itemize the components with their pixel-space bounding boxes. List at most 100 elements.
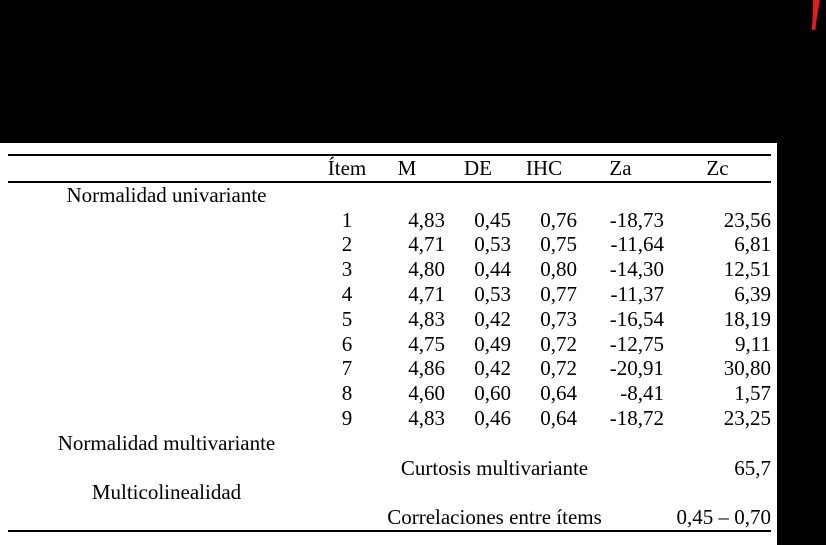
item-row: 1 4,83 0,45 0,76 -18,73 23,56 [8, 208, 771, 233]
m-cell: 4,83 [408, 405, 445, 430]
col-header-zc: Zc [706, 156, 729, 180]
empty-cell [8, 505, 325, 531]
correlations-row: Correlaciones entre ítems 0,45 – 0,70 [8, 505, 771, 531]
za-cell: -14,30 [609, 257, 664, 282]
empty-cell [8, 406, 325, 431]
zc-cell: 18,19 [723, 306, 771, 331]
ihc-cell: 0,64 [540, 405, 577, 430]
empty-cell [8, 232, 325, 257]
item-row: 8 4,60 0,60 0,64 -8,41 1,57 [8, 381, 771, 406]
item-row: 4 4,71 0,53 0,77 -11,37 6,39 [8, 282, 771, 307]
header-row: Ítem M DE IHC Za Zc [8, 155, 771, 182]
item-row: 9 4,83 0,46 0,64 -18,72 23,25 [8, 406, 771, 431]
section-row-multicollinearity: Multicolinealidad [8, 480, 771, 505]
empty-cell [8, 456, 325, 481]
section-label: Normalidad multivariante [57, 430, 276, 455]
col-header-ihc: IHC [525, 156, 563, 180]
item-number-cell: 6 [341, 331, 353, 356]
za-cell: -18,73 [609, 207, 664, 232]
col-header-za: Za [609, 156, 632, 180]
de-cell: 0,49 [474, 331, 511, 356]
section-row-univariate: Normalidad univariante [8, 182, 771, 208]
item-row: 7 4,86 0,42 0,72 -20,91 30,80 [8, 356, 771, 381]
empty-cell [8, 208, 325, 233]
de-cell: 0,44 [474, 257, 511, 282]
empty-cell [325, 480, 771, 505]
paper-sheet: Ítem M DE IHC Za Zc Normalidad univarian… [0, 143, 777, 545]
de-cell: 0,53 [474, 281, 511, 306]
item-row: 6 4,75 0,49 0,72 -12,75 9,11 [8, 332, 771, 357]
zc-cell: 9,11 [735, 331, 771, 356]
ihc-cell: 0,72 [540, 331, 577, 356]
de-cell: 0,42 [474, 356, 511, 381]
za-cell: -11,64 [610, 232, 664, 257]
m-cell: 4,80 [408, 257, 445, 282]
m-cell: 4,86 [408, 356, 445, 381]
m-cell: 4,83 [408, 306, 445, 331]
de-cell: 0,45 [474, 207, 511, 232]
empty-cell [8, 257, 325, 282]
item-number-cell: 2 [341, 232, 353, 257]
zc-cell: 6,81 [734, 232, 771, 257]
section-label: Normalidad univariante [66, 182, 267, 207]
item-number-cell: 5 [341, 306, 353, 331]
kurtosis-row: Curtosis multivariante 65,7 [8, 456, 771, 481]
zc-cell: 23,56 [723, 207, 771, 232]
empty-cell [325, 431, 771, 456]
za-cell: -11,37 [610, 281, 664, 306]
empty-cell [8, 307, 325, 332]
correlations-label: Correlaciones entre ítems [387, 505, 602, 530]
ihc-cell: 0,76 [540, 207, 577, 232]
zc-cell: 12,51 [723, 257, 771, 282]
m-cell: 4,75 [408, 331, 445, 356]
item-number-cell: 4 [341, 281, 353, 306]
de-cell: 0,42 [474, 306, 511, 331]
empty-cell [8, 356, 325, 381]
results-table: Ítem M DE IHC Za Zc Normalidad univarian… [8, 154, 771, 532]
section-label: Multicolinealidad [91, 480, 242, 505]
ihc-cell: 0,72 [540, 356, 577, 381]
za-cell: -16,54 [609, 306, 664, 331]
kurtosis-label: Curtosis multivariante [400, 455, 589, 480]
za-cell: -8,41 [620, 381, 664, 406]
de-cell: 0,53 [474, 232, 511, 257]
empty-cell [8, 282, 325, 307]
de-cell: 0,60 [474, 381, 511, 406]
item-row: 5 4,83 0,42 0,73 -16,54 18,19 [8, 307, 771, 332]
col-header-de: DE [464, 156, 492, 180]
col-header-blank [8, 155, 325, 182]
zc-cell: 30,80 [723, 356, 771, 381]
correlations-value: 0,45 – 0,70 [676, 505, 772, 530]
m-cell: 4,71 [408, 232, 445, 257]
ihc-cell: 0,80 [540, 257, 577, 282]
item-number-cell: 1 [341, 207, 353, 232]
m-cell: 4,60 [408, 381, 445, 406]
section-row-multivariate: Normalidad multivariante [8, 431, 771, 456]
zc-cell: 6,39 [734, 281, 771, 306]
item-number-cell: 7 [341, 356, 353, 381]
item-row: 3 4,80 0,44 0,80 -14,30 12,51 [8, 257, 771, 282]
za-cell: -20,91 [609, 356, 664, 381]
zc-cell: 23,25 [723, 405, 771, 430]
zc-cell: 1,57 [734, 381, 771, 406]
item-number-cell: 9 [341, 405, 353, 430]
item-number-cell: 8 [341, 381, 353, 406]
de-cell: 0,46 [474, 405, 511, 430]
m-cell: 4,83 [408, 207, 445, 232]
ihc-cell: 0,73 [540, 306, 577, 331]
col-header-item: Ítem [327, 156, 367, 180]
ihc-cell: 0,77 [540, 281, 577, 306]
ihc-cell: 0,64 [540, 381, 577, 406]
kurtosis-value: 65,7 [734, 455, 771, 480]
ihc-cell: 0,75 [540, 232, 577, 257]
item-row: 2 4,71 0,53 0,75 -11,64 6,81 [8, 232, 771, 257]
item-number-cell: 3 [341, 257, 353, 282]
red-pen-mark-icon [811, 0, 820, 31]
za-cell: -12,75 [609, 331, 664, 356]
empty-cell [8, 332, 325, 357]
col-header-m: M [397, 156, 417, 180]
za-cell: -18,72 [609, 405, 664, 430]
empty-cell [8, 381, 325, 406]
empty-cell [325, 182, 771, 208]
